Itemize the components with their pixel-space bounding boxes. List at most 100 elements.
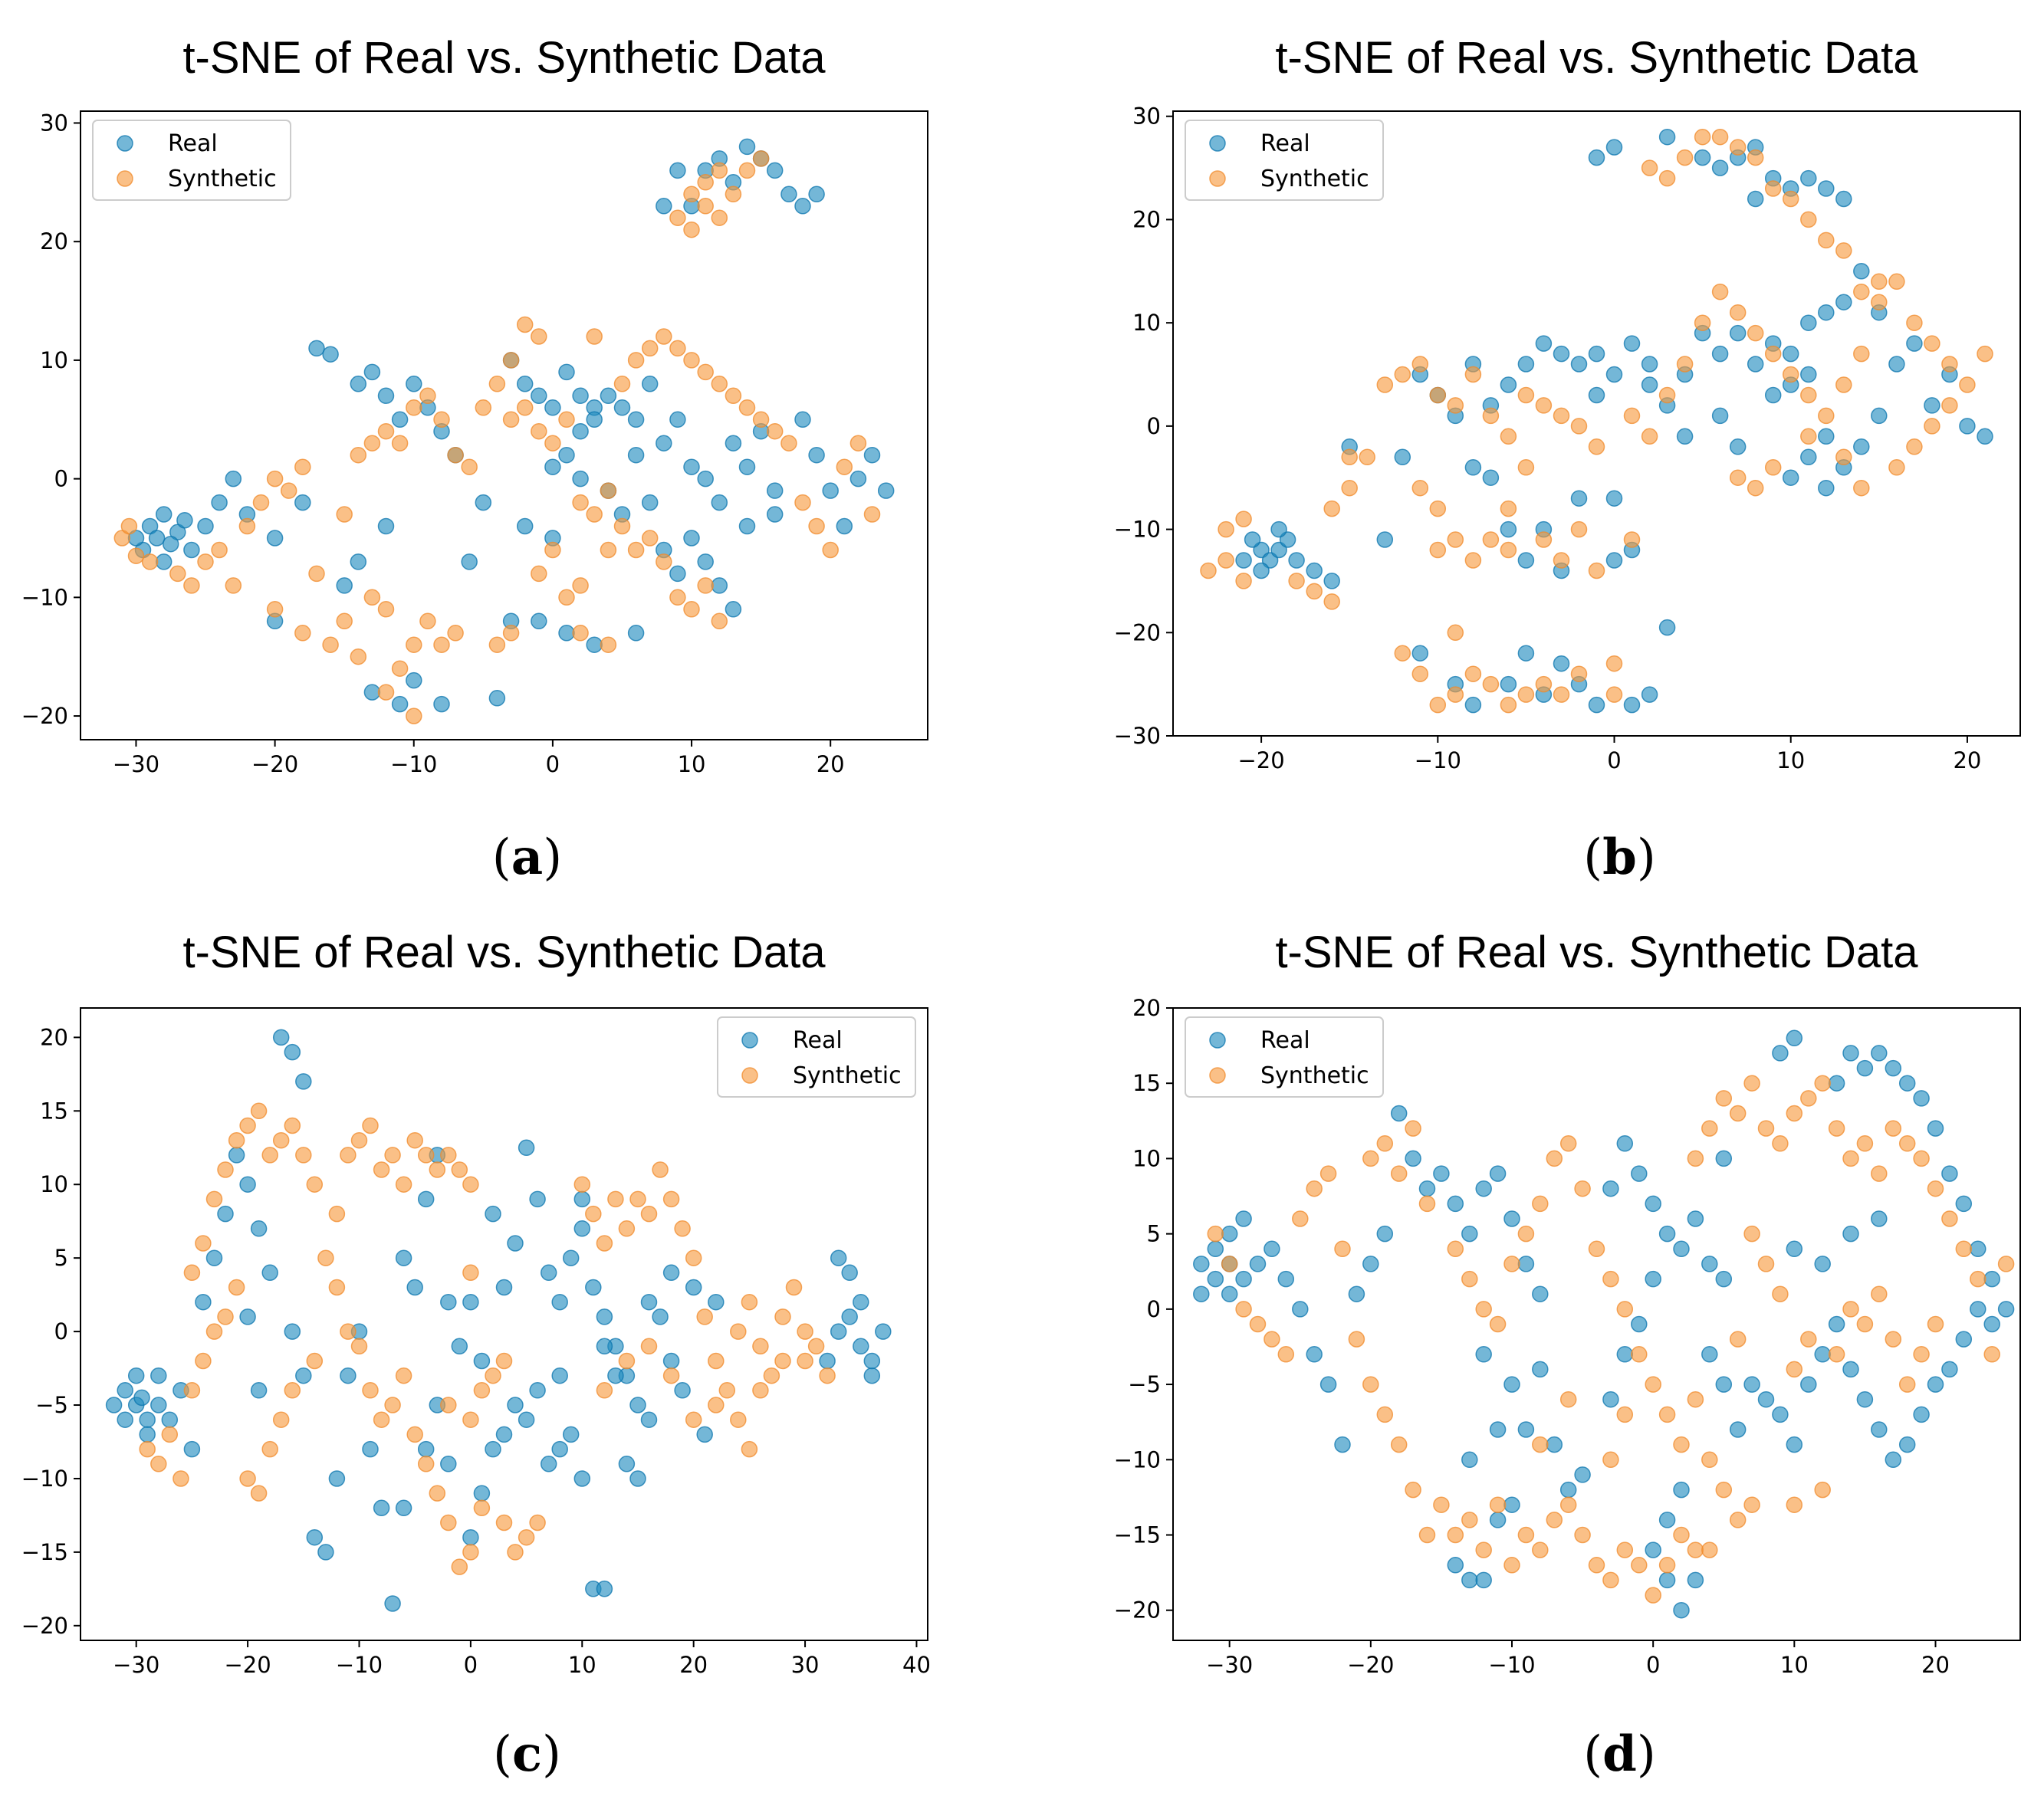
point-real bbox=[808, 185, 825, 203]
point-real bbox=[1588, 345, 1605, 363]
point-synthetic bbox=[1658, 1557, 1676, 1574]
point-synthetic bbox=[502, 352, 520, 369]
point-synthetic bbox=[306, 1176, 324, 1193]
point-real bbox=[391, 695, 409, 713]
point-real bbox=[1800, 314, 1817, 331]
y-tick-label: 0 bbox=[54, 1318, 68, 1344]
point-synthetic bbox=[1376, 376, 1394, 393]
x-tick-label: 40 bbox=[902, 1652, 931, 1678]
point-real bbox=[150, 1367, 167, 1384]
point-real bbox=[1658, 128, 1676, 146]
point-synthetic bbox=[685, 1411, 702, 1428]
point-real bbox=[363, 684, 381, 701]
point-synthetic bbox=[419, 387, 436, 405]
point-real bbox=[662, 1352, 680, 1370]
point-real bbox=[473, 1352, 491, 1370]
point-real bbox=[1856, 1059, 1874, 1077]
point-synthetic bbox=[1885, 1331, 1902, 1348]
axes-frame bbox=[80, 110, 928, 740]
point-synthetic bbox=[272, 1131, 290, 1149]
point-real bbox=[794, 198, 811, 215]
point-real bbox=[629, 1470, 646, 1487]
legend-box bbox=[1185, 120, 1384, 201]
point-synthetic bbox=[1641, 159, 1658, 176]
point-real bbox=[1482, 469, 1500, 486]
point-synthetic bbox=[205, 1323, 223, 1340]
point-synthetic bbox=[1856, 1135, 1874, 1152]
point-synthetic bbox=[1341, 448, 1358, 466]
x-tick-label: 10 bbox=[568, 1652, 596, 1678]
x-tick-label: −10 bbox=[1415, 747, 1461, 773]
point-synthetic bbox=[1711, 128, 1729, 146]
point-real bbox=[1729, 438, 1747, 455]
axes-frame bbox=[1172, 110, 2021, 737]
point-real bbox=[794, 411, 811, 428]
point-real bbox=[1319, 1376, 1337, 1393]
point-real bbox=[395, 1249, 412, 1266]
point-synthetic bbox=[440, 1397, 457, 1413]
point-synthetic bbox=[1570, 418, 1588, 435]
point-synthetic bbox=[447, 446, 464, 464]
point-real bbox=[819, 1352, 836, 1370]
y-tick-label: −10 bbox=[21, 1466, 68, 1492]
point-synthetic bbox=[1970, 1270, 1986, 1288]
point-real bbox=[1871, 1210, 1888, 1227]
point-real bbox=[518, 1411, 535, 1428]
point-real bbox=[105, 1397, 123, 1413]
point-synthetic bbox=[1200, 562, 1217, 579]
y-tick-label: −10 bbox=[1114, 1446, 1161, 1472]
point-real bbox=[1729, 324, 1747, 342]
point-synthetic bbox=[1411, 665, 1429, 682]
point-synthetic bbox=[1687, 1390, 1704, 1408]
point-synthetic bbox=[473, 1382, 491, 1399]
point-synthetic bbox=[340, 1323, 357, 1340]
point-real bbox=[551, 1367, 568, 1384]
point-synthetic bbox=[161, 1426, 179, 1443]
point-synthetic bbox=[120, 517, 138, 535]
point-real bbox=[1853, 438, 1870, 455]
point-real bbox=[362, 1440, 379, 1458]
point-real bbox=[272, 1029, 290, 1046]
point-real bbox=[1977, 428, 1993, 445]
point-synthetic bbox=[502, 625, 520, 642]
y-tick-label: 10 bbox=[1132, 1145, 1161, 1171]
point-real bbox=[627, 446, 645, 464]
point-synthetic bbox=[785, 1279, 803, 1296]
point-synthetic bbox=[1429, 500, 1447, 517]
point-synthetic bbox=[1694, 128, 1711, 146]
point-real bbox=[1376, 1225, 1394, 1243]
point-real bbox=[451, 1338, 468, 1355]
point-synthetic bbox=[1856, 1315, 1874, 1333]
point-synthetic bbox=[1729, 469, 1747, 486]
point-real bbox=[641, 376, 659, 392]
point-real bbox=[640, 1411, 658, 1428]
point-synthetic bbox=[1235, 1301, 1252, 1318]
point-real bbox=[1605, 366, 1623, 383]
point-real bbox=[1461, 1225, 1478, 1243]
point-synthetic bbox=[1602, 1451, 1619, 1469]
point-synthetic bbox=[1782, 366, 1799, 383]
point-synthetic bbox=[1323, 593, 1340, 610]
point-synthetic bbox=[1517, 1225, 1535, 1243]
point-real bbox=[1221, 1225, 1238, 1243]
point-real bbox=[1532, 1361, 1549, 1378]
point-real bbox=[1489, 1421, 1507, 1438]
point-real bbox=[1270, 520, 1287, 538]
point-real bbox=[586, 636, 603, 653]
point-synthetic bbox=[1319, 1165, 1337, 1182]
point-synthetic bbox=[1729, 1512, 1747, 1528]
point-real bbox=[1711, 345, 1729, 363]
point-real bbox=[516, 517, 534, 535]
point-synthetic bbox=[475, 399, 492, 416]
point-real bbox=[155, 506, 173, 523]
point-real bbox=[205, 1249, 223, 1266]
point-synthetic bbox=[1559, 1135, 1577, 1152]
point-real bbox=[697, 470, 714, 488]
point-synthetic bbox=[1588, 1240, 1605, 1258]
point-synthetic bbox=[836, 458, 853, 475]
point-synthetic bbox=[322, 636, 339, 653]
point-synthetic bbox=[183, 1264, 201, 1282]
point-real bbox=[1782, 469, 1799, 486]
point-real bbox=[1500, 376, 1517, 393]
point-real bbox=[1418, 1180, 1436, 1197]
